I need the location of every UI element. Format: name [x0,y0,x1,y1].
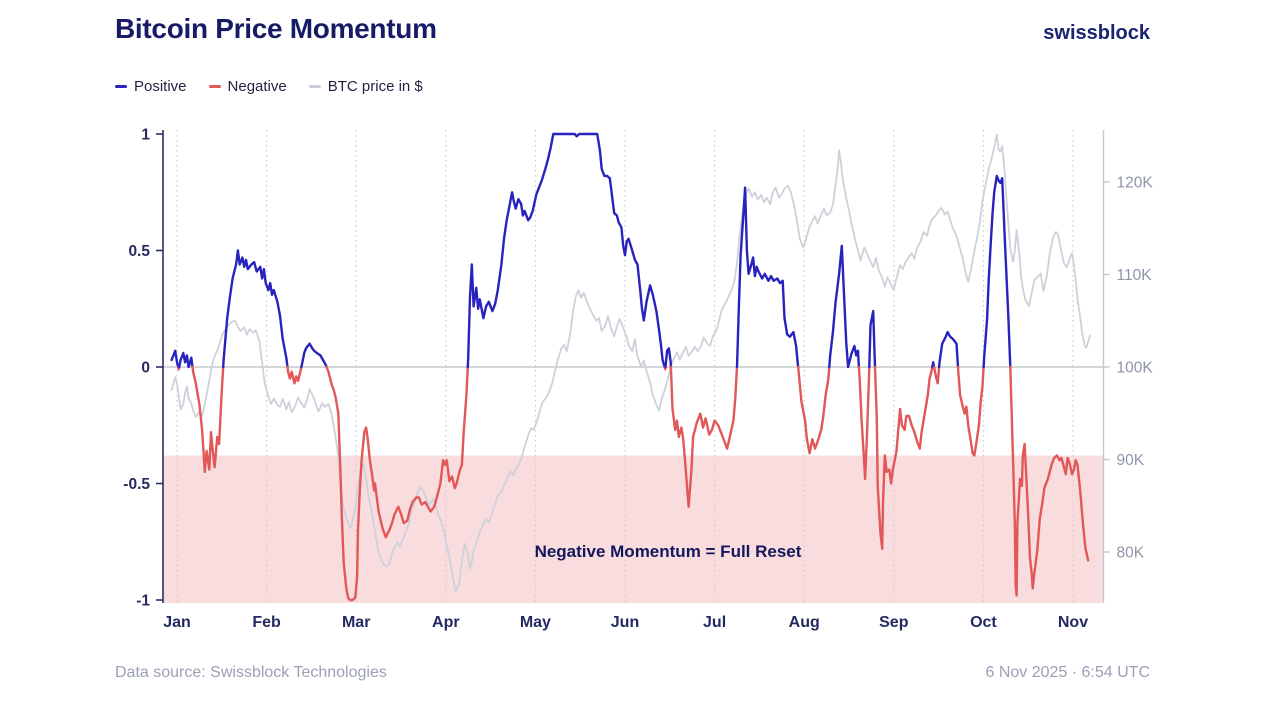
x-tick-label-feb: Feb [252,614,281,631]
left-tick-label: 0 [141,360,150,377]
momentum-negative-segment [325,365,469,602]
positive-line-swatch-icon [115,84,127,89]
chart-legend: Positive Negative BTC price in $ [115,78,423,95]
swissblock-logo: swissblock [1043,22,1150,44]
timestamp: 6 Nov 2025 · 6:54 UTC [985,664,1150,681]
right-tick-label: 110K [1117,267,1153,284]
negative-line-swatch-icon [208,84,221,89]
x-tick-label-oct: Oct [970,614,997,631]
x-tick-label-mar: Mar [342,614,370,631]
momentum-positive-segment [937,330,960,369]
momentum-positive-segment [300,342,328,369]
left-tick-label: 0.5 [128,243,150,260]
momentum-positive-segment [170,349,180,369]
momentum-negative-segment [956,365,985,457]
momentum-negative-segment [1009,365,1090,597]
momentum-negative-segment [669,365,739,508]
legend-item-negative: Negative [208,78,287,95]
btc-price-line [170,133,1091,593]
legend-label-positive: Positive [134,78,187,95]
right-tick-label: 100K [1117,360,1154,377]
momentum-negative-segment [191,365,225,474]
momentum-negative-segment [857,365,871,480]
momentum-negative-segment [286,365,303,385]
x-tick-label-jan: Jan [163,614,191,631]
data-source-note: Data source: Swissblock Technologies [115,664,387,681]
left-tick-label: -1 [136,593,150,610]
page-title: Bitcoin Price Momentum [115,13,437,44]
momentum-positive-segment [177,351,194,369]
left-tick-label: 1 [141,127,150,144]
negative-reset-zone [163,455,1103,603]
momentum-positive-segment [982,174,1012,369]
axes [156,130,1110,603]
x-tick-label-nov: Nov [1058,614,1088,631]
x-tick-label-aug: Aug [789,614,820,631]
x-tick-label-may: May [520,614,551,631]
legend-label-negative: Negative [227,78,287,95]
right-tick-label: 90K [1117,452,1145,469]
x-tick-label-jun: Jun [611,614,639,631]
momentum-positive-segment [664,347,673,369]
legend-item-btc-price: BTC price in $ [308,78,423,95]
momentum-negative-segment [873,365,934,550]
negative-momentum-annotation: Negative Momentum = Full Reset [535,542,802,561]
left-tick-label: -0.5 [123,476,150,493]
x-tick-label-sep: Sep [879,614,909,631]
momentum-positive-segment [466,132,666,369]
x-tick-label-jul: Jul [703,614,726,631]
momentum-negative-segment [797,365,831,455]
momentum-positive-segment [868,309,877,369]
momentum-positive-segment [221,249,289,369]
x-tick-label-apr: Apr [432,614,460,631]
momentum-positive-segment [931,361,936,369]
momentum-negative-segment [932,365,941,385]
series-lines [170,132,1091,602]
btc-price-line-swatch-icon [308,84,321,89]
legend-label-btc-price: BTC price in $ [327,78,423,95]
right-tick-label: 80K [1117,545,1145,562]
momentum-positive-segment [828,244,861,369]
momentum-positive-segment [735,186,800,369]
legend-item-positive: Positive [115,78,187,95]
axis-tick-labels: 1 0.5 0 -0.5 -1 120K 110K 100K 90K 80K Jan Feb Mar Ap… [123,127,1153,632]
right-tick-label: 120K [1117,175,1154,192]
